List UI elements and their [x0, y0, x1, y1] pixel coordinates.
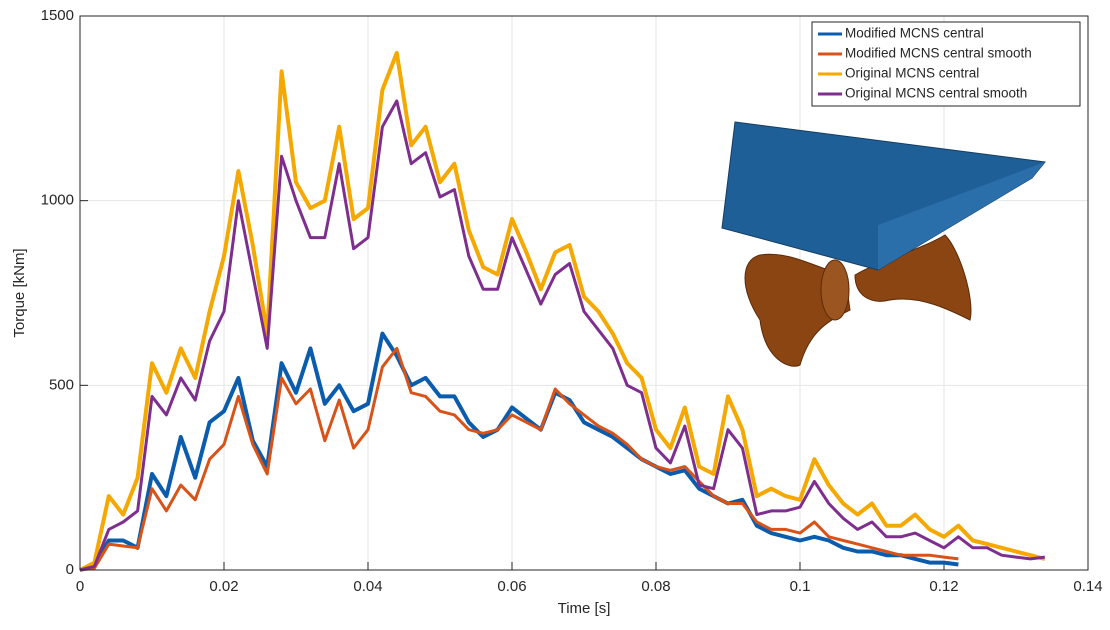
y-tick-label: 500 — [49, 376, 74, 393]
x-tick-label: 0.12 — [929, 578, 958, 595]
series-line — [80, 348, 958, 570]
y-axis-label: Torque [kNm] — [11, 248, 28, 337]
inset-image — [722, 122, 1045, 366]
x-tick-label: 0.1 — [790, 578, 811, 595]
x-tick-label: 0.04 — [353, 578, 382, 595]
x-tick-label: 0.08 — [641, 578, 670, 595]
x-tick-label: 0.06 — [497, 578, 526, 595]
legend-label: Original MCNS central smooth — [845, 86, 1027, 101]
y-tick-label: 1000 — [41, 192, 74, 209]
x-axis-label: Time [s] — [558, 600, 611, 617]
legend-label: Modified MCNS central smooth — [845, 46, 1032, 61]
legend: Modified MCNS central Modified MCNS centr… — [812, 22, 1080, 106]
y-tick-label: 0 — [66, 561, 74, 578]
x-tick-label: 0.14 — [1073, 578, 1102, 595]
chart: 0 500 1000 1500 0 0.02 0.04 0.06 0.08 0.1 0.12 0.14… — [0, 0, 1110, 625]
x-tick-label: 0.02 — [209, 578, 238, 595]
legend-label: Modified MCNS central — [845, 26, 984, 41]
inset-flange — [821, 260, 849, 320]
page: body { margin: 0; background: #fff; font… — [0, 0, 1110, 630]
legend-label: Original MCNS central — [845, 66, 979, 81]
body: {"chart_data": {"type": "line", "x_label… — [0, 0, 1110, 630]
x-tick-label: 0 — [76, 578, 84, 595]
y-tick-label: 1500 — [41, 7, 74, 24]
